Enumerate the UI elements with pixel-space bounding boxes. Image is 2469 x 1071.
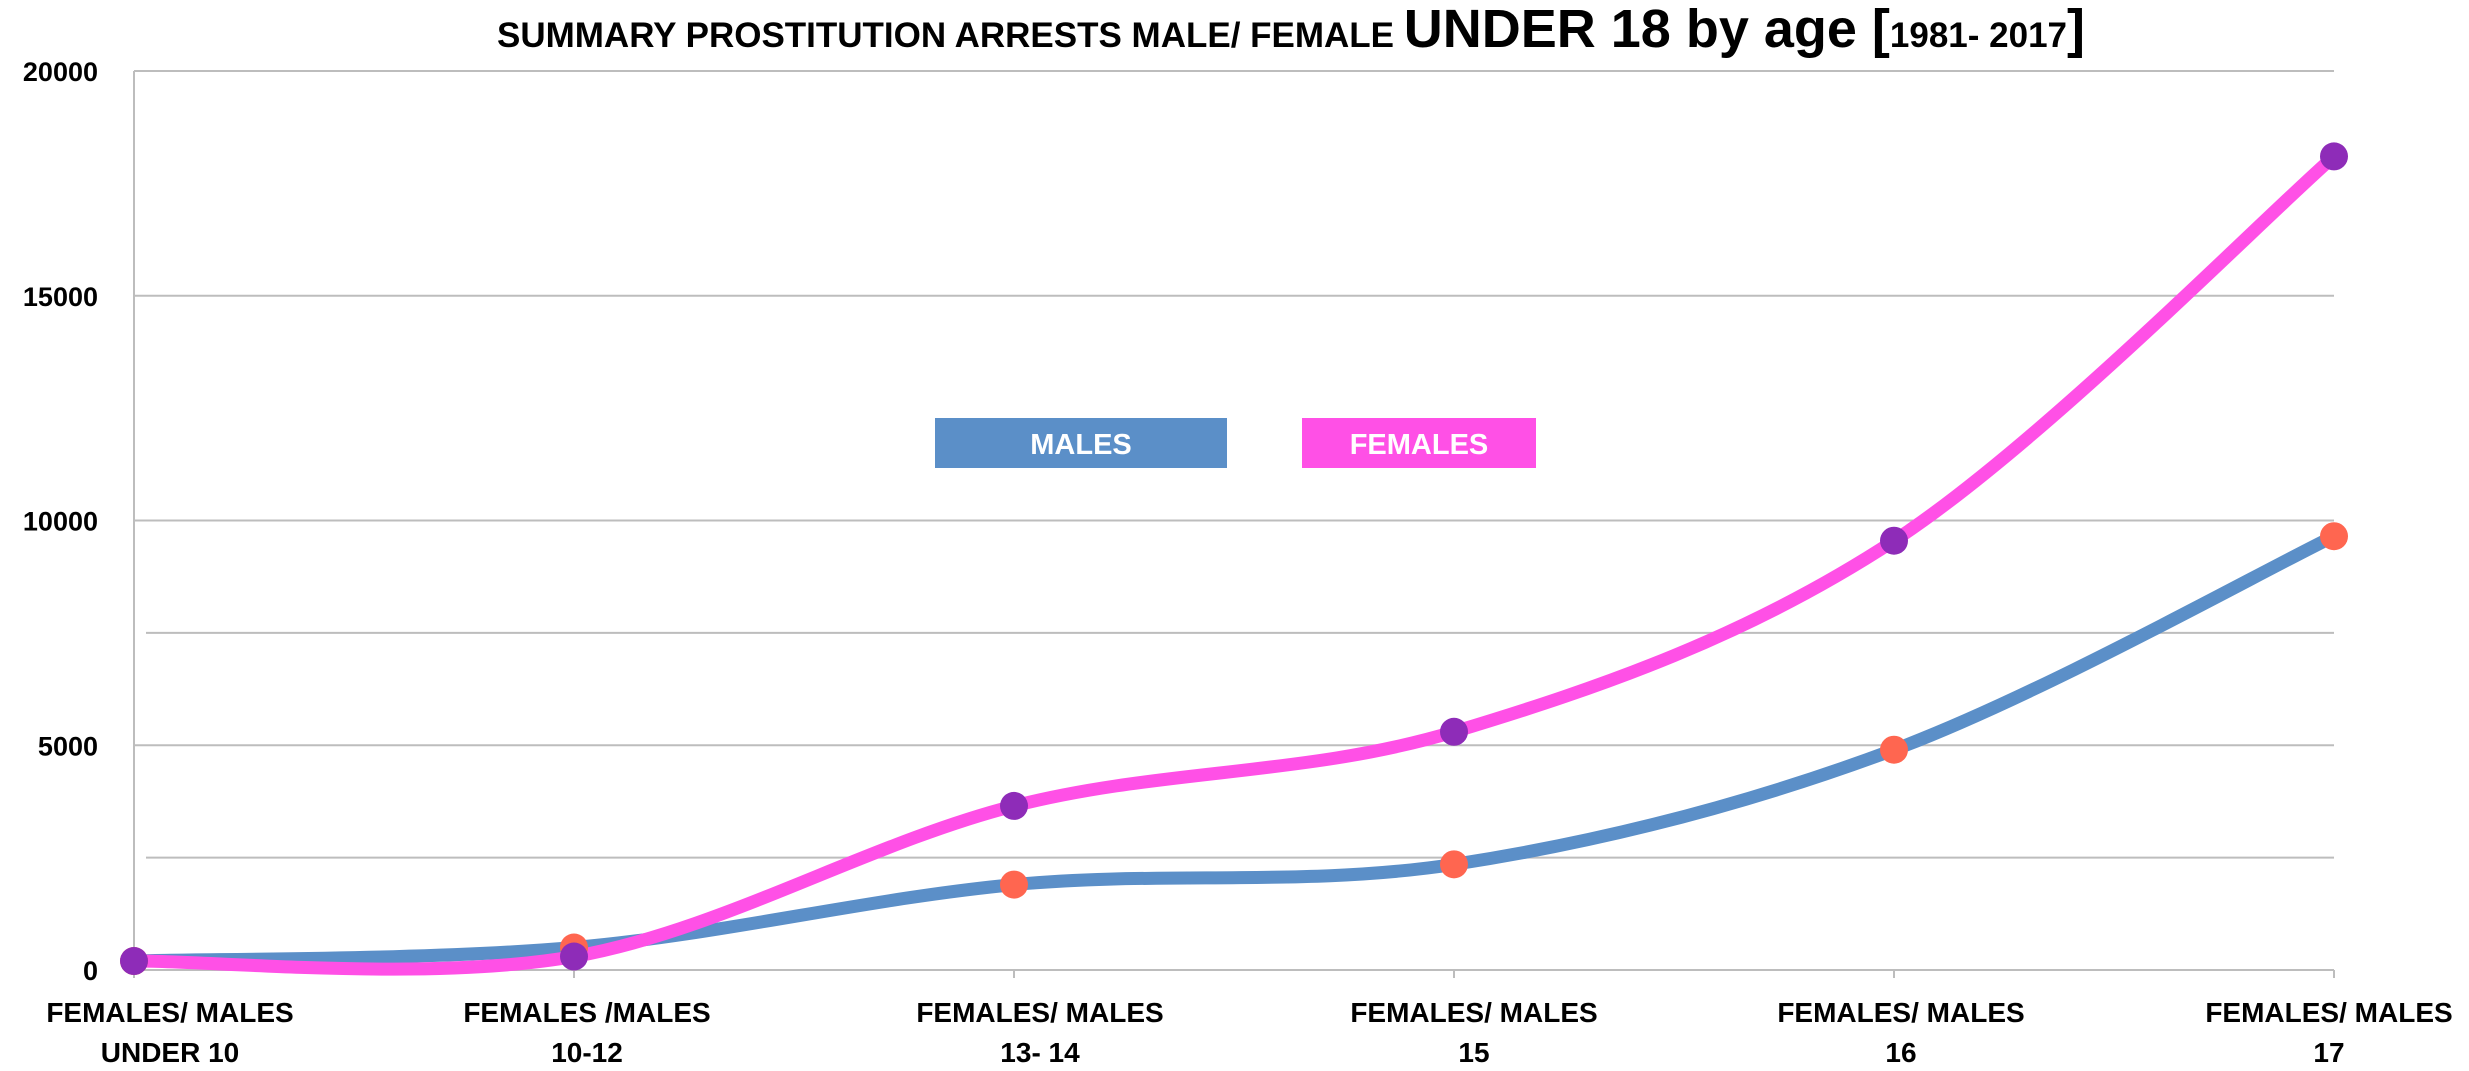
legend-label: MALES	[1030, 429, 1132, 461]
title-part: 1981- 2017	[1890, 16, 2067, 55]
data-point	[1440, 717, 1468, 746]
x-tick-label: FEMALES/ MALES	[916, 997, 1163, 1028]
x-tick-label: 13- 14	[1000, 1037, 1080, 1068]
data-point	[1000, 870, 1028, 899]
chart-title: SUMMARY PROSTITUTION ARRESTS MALE/ FEMAL…	[497, 0, 2085, 59]
legend-swatch	[1302, 418, 1536, 468]
series-line	[127, 529, 2341, 968]
data-point	[2320, 522, 2348, 551]
title-part: ]	[2067, 0, 2085, 59]
x-tick-label: 10-12	[551, 1037, 623, 1068]
legend-label: FEMALES	[1350, 429, 1489, 461]
y-tick-label: 0	[83, 956, 98, 986]
data-point	[560, 942, 588, 971]
data-point	[2320, 142, 2348, 171]
x-tick-label: 16	[1885, 1037, 1916, 1068]
x-tick-label: FEMALES /MALES	[463, 997, 710, 1028]
title-part: SUMMARY PROSTITUTION ARRESTS MALE/ FEMAL…	[497, 16, 1404, 55]
data-point	[120, 947, 148, 976]
y-tick-label: 20000	[23, 57, 98, 87]
y-tick-label: 10000	[23, 507, 98, 537]
data-point	[1440, 850, 1468, 879]
x-tick-label: FEMALES/ MALES	[46, 997, 293, 1028]
series-line	[127, 149, 2341, 976]
y-tick-label: 15000	[23, 282, 98, 312]
y-tick-label: 5000	[38, 731, 98, 761]
data-point	[1880, 735, 1908, 764]
x-tick-label: FEMALES/ MALES	[1350, 997, 1597, 1028]
x-tick-label: UNDER 10	[101, 1037, 239, 1068]
legend-swatch	[935, 418, 1227, 468]
title-part: UNDER 18 by age [	[1404, 0, 1890, 59]
data-point	[1880, 526, 1908, 555]
x-tick-label: 17	[2313, 1037, 2344, 1068]
data-point	[1000, 791, 1028, 820]
x-tick-label: 15	[1458, 1037, 1489, 1068]
x-tick-label: FEMALES/ MALES	[2205, 997, 2452, 1028]
x-tick-label: FEMALES/ MALES	[1777, 997, 2024, 1028]
